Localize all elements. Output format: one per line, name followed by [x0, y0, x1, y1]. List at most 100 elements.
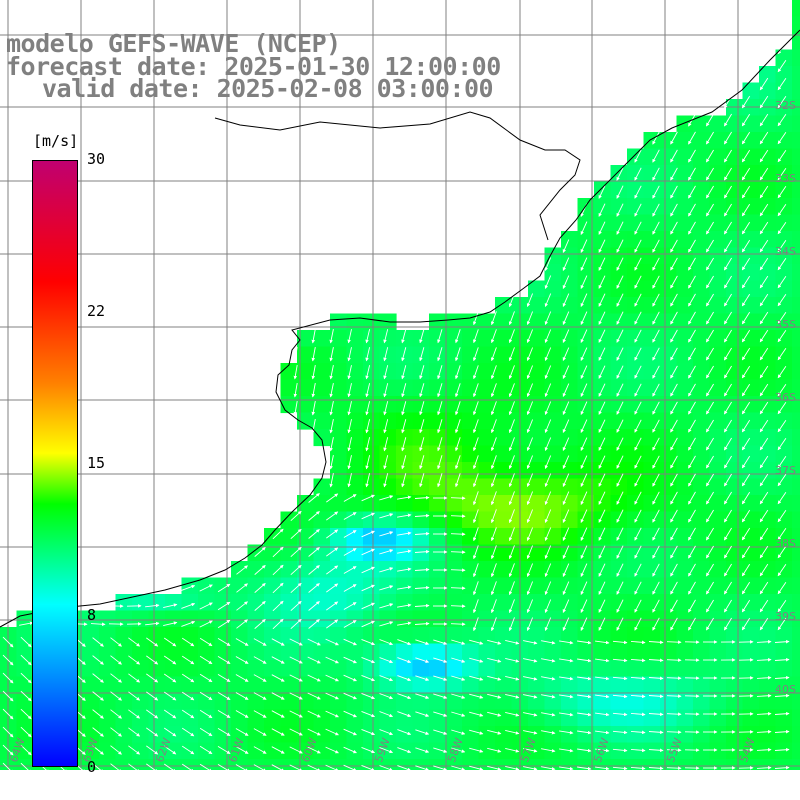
wind-arrow	[777, 419, 787, 433]
wind-arrow	[688, 329, 696, 343]
wind-speed-cell	[577, 231, 595, 249]
wind-speed-cell	[693, 495, 711, 513]
wind-arrow	[706, 149, 714, 163]
wind-arrow	[670, 221, 678, 235]
wind-speed-cell	[709, 462, 727, 480]
wind-speed-cell	[561, 676, 579, 694]
wind-arrow	[347, 383, 352, 398]
wind-speed-cell	[742, 676, 760, 694]
wind-arrow	[326, 547, 339, 557]
wind-speed-cell	[165, 594, 183, 612]
wind-arrow	[383, 437, 389, 452]
wind-speed-cell	[231, 561, 249, 579]
wind-speed-cell	[478, 561, 496, 579]
wind-speed-cell	[528, 544, 546, 562]
wind-speed-cell	[445, 726, 463, 744]
wind-speed-cell	[330, 478, 348, 496]
wind-speed-cell	[445, 660, 463, 678]
wind-arrow	[490, 419, 497, 434]
wind-speed-cell	[528, 594, 546, 612]
wind-speed-cell	[610, 231, 628, 249]
wind-arrow	[343, 530, 357, 538]
wind-speed-cell	[742, 495, 760, 513]
wind-speed-cell	[330, 676, 348, 694]
wind-arrow	[419, 455, 425, 470]
wind-arrow	[759, 473, 769, 487]
wind-arrow	[544, 365, 552, 380]
wind-arrow	[490, 527, 497, 542]
wind-arrow	[777, 437, 787, 451]
wind-speed-cell	[610, 676, 628, 694]
wind-speed-cell	[594, 511, 612, 529]
wind-speed-cell	[759, 313, 777, 331]
wind-arrow	[383, 455, 389, 470]
wind-speed-cell	[445, 709, 463, 727]
wind-speed-cell	[297, 511, 315, 529]
wind-speed-cell	[643, 462, 661, 480]
wind-speed-cell	[792, 610, 800, 628]
wind-speed-cell	[363, 726, 381, 744]
wind-speed-cell	[561, 627, 579, 645]
wind-arrow	[741, 149, 751, 163]
wind-arrow	[724, 293, 732, 307]
wind-arrow	[472, 509, 479, 524]
wind-speed-cell	[247, 594, 265, 612]
wind-arrow	[437, 419, 443, 434]
wind-speed-cell	[561, 330, 579, 348]
wind-speed-cell	[693, 363, 711, 381]
wind-arrow	[598, 203, 606, 217]
wind-speed-cell	[792, 478, 800, 496]
wind-speed-cell	[709, 198, 727, 216]
wind-speed-cell	[610, 429, 628, 447]
wind-arrow	[634, 545, 642, 559]
wind-arrow	[670, 509, 678, 523]
wind-arrow	[616, 293, 624, 307]
wind-speed-cell	[775, 742, 793, 760]
wind-speed-cell	[445, 759, 463, 770]
wind-speed-cell	[561, 247, 579, 265]
wind-speed-cell	[792, 280, 800, 298]
wind-arrow	[508, 365, 515, 380]
wind-speed-cell	[429, 726, 447, 744]
wind-arrow	[616, 491, 624, 505]
wind-speed-cell	[462, 759, 480, 770]
wind-speed-cell	[610, 478, 628, 496]
wind-speed-cell	[775, 528, 793, 546]
wind-speed-cell	[429, 313, 447, 331]
wind-speed-cell	[742, 132, 760, 150]
wind-arrow	[308, 511, 320, 521]
wind-speed-cell	[396, 478, 414, 496]
wind-speed-cell	[412, 478, 430, 496]
wind-speed-cell	[561, 412, 579, 430]
wind-speed-cell	[445, 742, 463, 760]
latitude-label: 38S	[775, 537, 796, 550]
wind-speed-cell	[792, 181, 800, 199]
wind-speed-cell	[0, 759, 18, 770]
wind-speed-cell	[792, 561, 800, 579]
wind-speed-cell	[396, 330, 414, 348]
wind-arrow	[777, 185, 787, 199]
wind-speed-cell	[264, 759, 282, 770]
wind-speed-cell	[99, 742, 117, 760]
wind-speed-cell	[726, 165, 744, 183]
wind-speed-cell	[297, 660, 315, 678]
wind-arrow	[724, 401, 732, 415]
wind-speed-cell	[594, 643, 612, 661]
wind-speed-cell	[495, 429, 513, 447]
wind-speed-cell	[495, 511, 513, 529]
wind-speed-cell	[544, 544, 562, 562]
wind-speed-cell	[660, 198, 678, 216]
wind-arrow	[616, 545, 624, 559]
wind-speed-cell	[594, 412, 612, 430]
wind-speed-cell	[693, 478, 711, 496]
wind-arrow	[544, 527, 552, 542]
wind-arrow	[706, 401, 714, 415]
wind-arrow	[777, 149, 787, 163]
wind-speed-cell	[363, 495, 381, 513]
wind-speed-cell	[726, 214, 744, 232]
wind-speed-cell	[412, 346, 430, 364]
wind-speed-cell	[429, 379, 447, 397]
wind-speed-cell	[544, 511, 562, 529]
wind-speed-cell	[231, 627, 249, 645]
wind-arrow	[670, 167, 678, 181]
